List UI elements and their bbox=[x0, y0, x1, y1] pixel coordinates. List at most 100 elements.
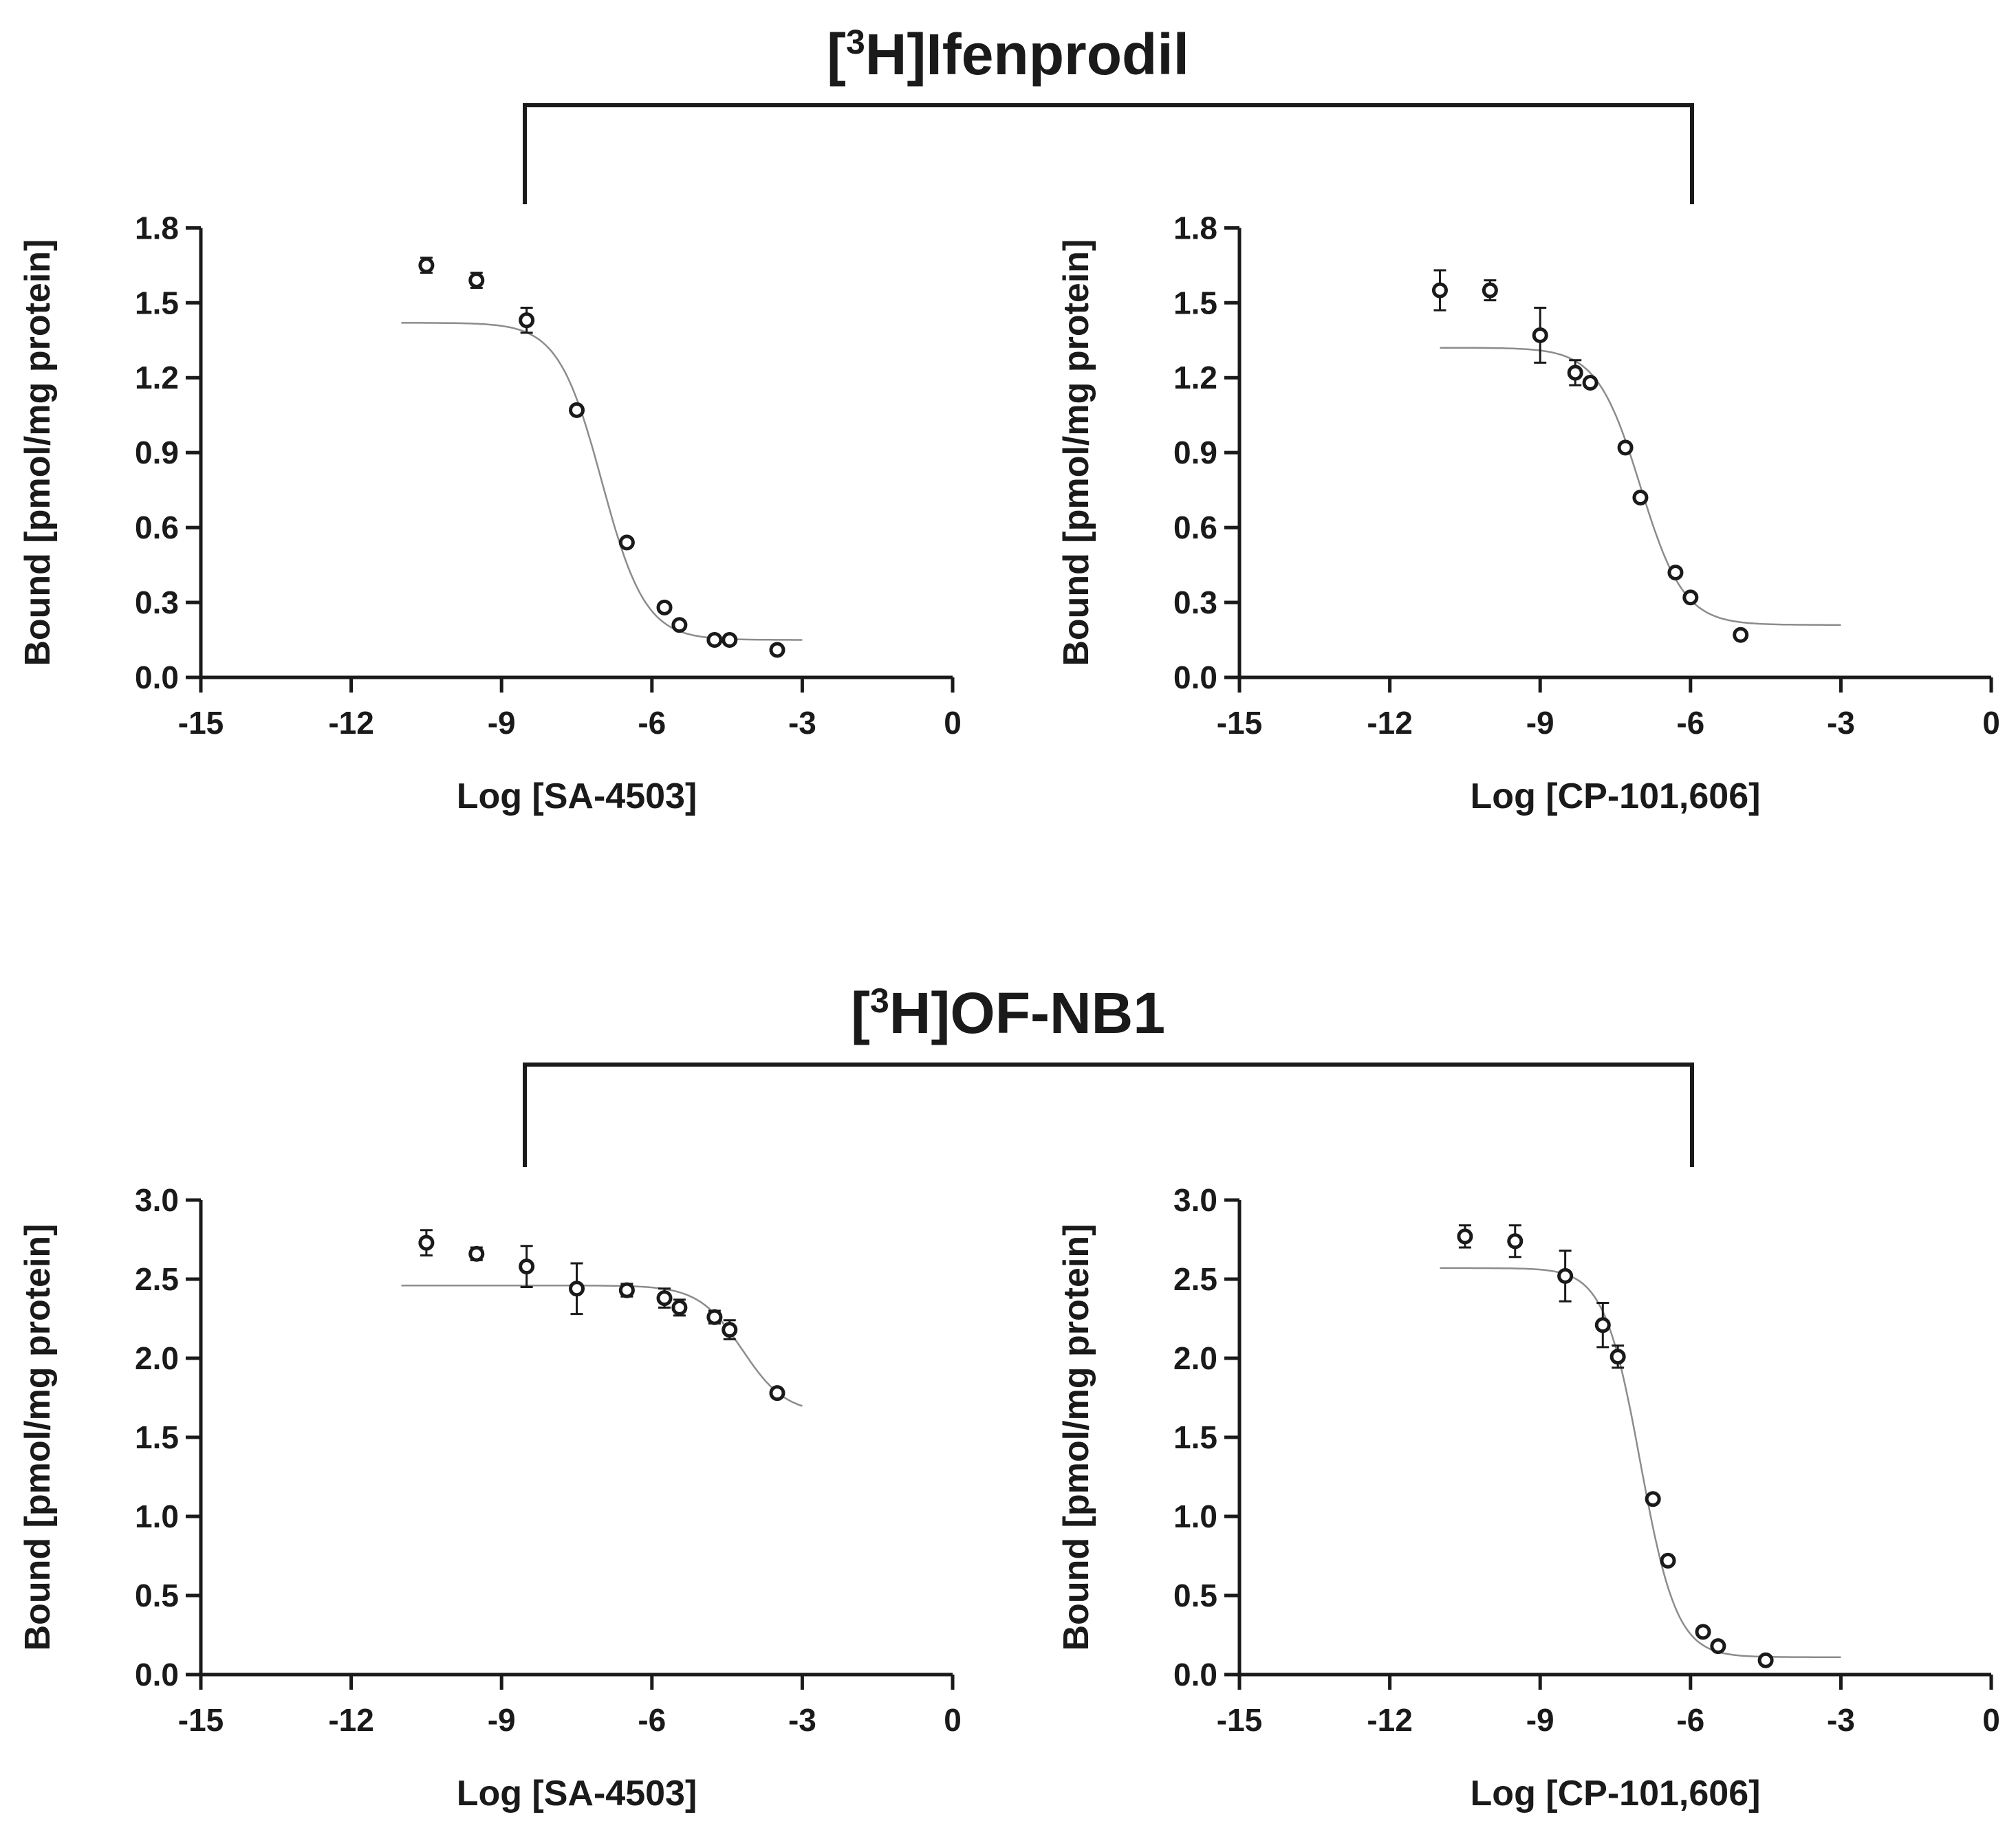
y-tick-label: 0.6 bbox=[135, 510, 179, 545]
x-tick-label: -9 bbox=[488, 1702, 516, 1738]
data-point bbox=[1507, 1233, 1524, 1250]
x-tick-label: -9 bbox=[488, 705, 516, 741]
data-point bbox=[1757, 1652, 1774, 1668]
y-tick-label: 1.5 bbox=[135, 285, 179, 320]
data-point bbox=[468, 1245, 485, 1262]
y-tick-label: 1.5 bbox=[135, 1419, 179, 1455]
x-tick-label: -6 bbox=[638, 705, 666, 741]
x-tick-label: -3 bbox=[788, 705, 816, 741]
data-point bbox=[1667, 564, 1684, 580]
x-axis-title: Log [SA-4503] bbox=[457, 1774, 697, 1813]
data-point bbox=[656, 1290, 673, 1307]
data-point bbox=[1532, 327, 1548, 343]
data-point bbox=[1431, 282, 1448, 298]
data-point bbox=[1557, 1267, 1574, 1284]
data-point bbox=[569, 402, 585, 418]
x-axis-title: Log [CP-101,606] bbox=[1471, 1774, 1761, 1813]
data-point bbox=[1482, 282, 1498, 298]
ifenprodil-group-title: [3H]Ifenprodil bbox=[826, 22, 1190, 87]
y-tick-label: 1.5 bbox=[1173, 1419, 1217, 1455]
data-point bbox=[1582, 374, 1598, 391]
y-tick-label: 3.0 bbox=[1173, 1182, 1217, 1218]
data-point bbox=[418, 1234, 435, 1251]
x-tick-label: -15 bbox=[1217, 1702, 1262, 1738]
x-tick-label: 0 bbox=[1982, 1702, 2000, 1738]
data-point bbox=[656, 599, 673, 616]
data-point bbox=[1645, 1491, 1661, 1507]
data-point bbox=[722, 1322, 738, 1338]
x-tick-label: -15 bbox=[178, 1702, 224, 1738]
y-tick-label: 1.8 bbox=[135, 210, 179, 246]
fit-curve bbox=[401, 322, 803, 641]
x-tick-label: -15 bbox=[178, 705, 224, 741]
y-tick-label: 0.5 bbox=[1173, 1578, 1217, 1613]
fit-curve bbox=[401, 1284, 803, 1407]
data-point bbox=[519, 1259, 535, 1275]
data-point bbox=[1594, 1317, 1611, 1333]
y-tick-label: 0.0 bbox=[1173, 660, 1217, 695]
data-point bbox=[618, 1282, 635, 1298]
data-point bbox=[1632, 490, 1649, 506]
y-tick-label: 2.0 bbox=[135, 1340, 179, 1376]
y-tick-label: 1.8 bbox=[1173, 210, 1217, 246]
x-tick-label: -9 bbox=[1526, 1702, 1554, 1738]
y-tick-label: 3.0 bbox=[135, 1182, 179, 1218]
x-tick-label: 0 bbox=[1982, 705, 2000, 741]
x-tick-label: -6 bbox=[1676, 705, 1704, 741]
x-tick-label: -12 bbox=[328, 705, 373, 741]
x-tick-label: -12 bbox=[328, 1702, 373, 1738]
data-point bbox=[706, 1309, 723, 1325]
y-tick-label: 0.0 bbox=[1173, 1657, 1217, 1692]
y-axis-title: Bound [pmol/mg protein] bbox=[18, 239, 58, 666]
data-point bbox=[1609, 1349, 1626, 1365]
data-point bbox=[671, 1299, 688, 1316]
data-point bbox=[1710, 1638, 1726, 1655]
y-tick-label: 2.5 bbox=[135, 1261, 179, 1297]
x-tick-label: -3 bbox=[1827, 705, 1855, 741]
y-tick-label: 2.5 bbox=[1173, 1261, 1217, 1297]
data-point bbox=[1660, 1552, 1676, 1569]
data-point bbox=[418, 257, 435, 274]
y-tick-label: 0.0 bbox=[135, 1657, 179, 1692]
y-tick-label: 0.0 bbox=[135, 660, 179, 695]
data-point bbox=[569, 1281, 585, 1297]
y-tick-label: 1.0 bbox=[1173, 1499, 1217, 1534]
ofnb1-group-title: [3H]OF-NB1 bbox=[850, 981, 1166, 1045]
data-point bbox=[519, 312, 535, 329]
chart-ofnb1-cp101606: 0.0 0.5 1.0 1.5 2.0 2.5 3.0 -15 -12 -9 -6 -3 0 Log [C… bbox=[1056, 1182, 2000, 1813]
data-point bbox=[1617, 439, 1634, 456]
x-tick-label: -3 bbox=[1827, 1702, 1855, 1738]
ifenprodil-bracket bbox=[523, 103, 1694, 204]
data-point bbox=[1682, 589, 1699, 606]
y-tick-label: 0.5 bbox=[135, 1578, 179, 1613]
y-tick-label: 0.9 bbox=[1173, 435, 1217, 470]
x-tick-label: 0 bbox=[944, 705, 962, 741]
y-tick-label: 1.0 bbox=[135, 1499, 179, 1534]
data-point bbox=[1695, 1624, 1711, 1640]
y-axis-title: Bound [pmol/mg protein] bbox=[1056, 239, 1096, 666]
y-tick-label: 0.3 bbox=[1173, 585, 1217, 620]
fit-curve bbox=[1440, 347, 1841, 626]
y-tick-label: 0.9 bbox=[135, 435, 179, 470]
y-tick-label: 0.3 bbox=[135, 585, 179, 620]
data-point bbox=[468, 272, 485, 289]
y-tick-label: 1.2 bbox=[1173, 360, 1217, 395]
ofnb1-bracket bbox=[523, 1063, 1694, 1167]
x-tick-label: 0 bbox=[944, 1702, 962, 1738]
x-tick-label: -9 bbox=[1526, 705, 1554, 741]
y-axis-title: Bound [pmol/mg protein] bbox=[18, 1223, 58, 1651]
x-tick-label: -12 bbox=[1367, 705, 1412, 741]
data-point bbox=[769, 1385, 785, 1402]
data-point bbox=[769, 642, 785, 658]
data-point bbox=[1733, 627, 1749, 643]
x-axis-title: Log [SA-4503] bbox=[457, 776, 697, 816]
data-point bbox=[722, 632, 738, 649]
y-tick-label: 2.0 bbox=[1173, 1340, 1217, 1376]
data-point bbox=[1567, 364, 1583, 381]
y-tick-label: 0.6 bbox=[1173, 510, 1217, 545]
fit-curve bbox=[1440, 1267, 1841, 1658]
y-tick-label: 1.5 bbox=[1173, 285, 1217, 320]
chart-ifenprodil-cp101606: 0.0 0.3 0.6 0.9 1.2 1.5 1.8 -15 -12 -9 -6 -3 0 Log [C… bbox=[1056, 210, 2000, 816]
